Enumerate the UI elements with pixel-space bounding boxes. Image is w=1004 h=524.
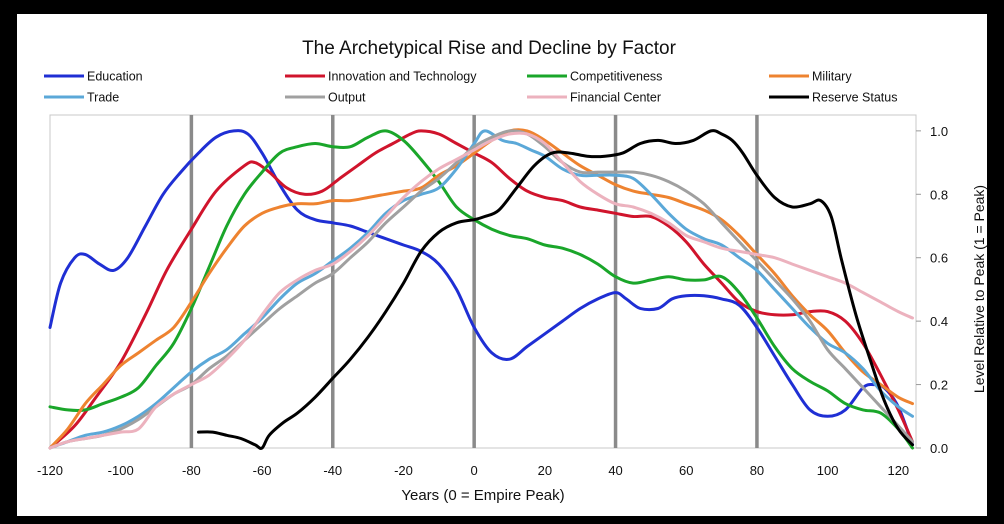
series-line-financial-center	[48, 131, 914, 450]
y-axis: 0.0 0.2 0.4 0.6 0.8 1.0	[916, 124, 948, 456]
chart-title: The Archetypical Rise and Decline by Fac…	[302, 38, 677, 59]
y-tick-label: 0.6	[930, 251, 948, 266]
x-tick-label: -20	[394, 463, 413, 478]
legend-label-output: Output	[328, 91, 366, 105]
x-tick-label: 60	[679, 463, 693, 478]
legend-label-military: Military	[812, 70, 852, 84]
x-tick-label: 80	[750, 463, 764, 478]
legend-label-innovation-and-technology: Innovation and Technology	[328, 70, 477, 84]
x-tick-label: 20	[538, 463, 552, 478]
y-tick-label: 0.2	[930, 378, 948, 393]
chart-frame: The Archetypical Rise and Decline by Fac…	[17, 14, 987, 516]
y-tick-label: 0.8	[930, 187, 948, 202]
chart-svg: The Archetypical Rise and Decline by Fac…	[37, 38, 987, 504]
x-axis: -120 -100 -80 -60 -40 -20 0 20 40 60 80 100 120	[37, 463, 909, 478]
legend-label-reserve-status: Reserve Status	[812, 91, 897, 105]
legend-label-trade: Trade	[87, 91, 119, 105]
x-tick-label: -60	[253, 463, 272, 478]
x-tick-label: 0	[471, 463, 478, 478]
x-tick-label: 40	[608, 463, 622, 478]
x-tick-label: -120	[37, 463, 63, 478]
legend-label-competitiveness: Competitiveness	[570, 70, 662, 84]
series-line-trade	[48, 129, 914, 450]
x-tick-label: -80	[182, 463, 201, 478]
y-tick-label: 0.0	[930, 441, 948, 456]
x-tick-label: 100	[817, 463, 839, 478]
x-tick-label: -100	[108, 463, 134, 478]
y-tick-label: 1.0	[930, 124, 948, 139]
x-tick-label: 120	[887, 463, 909, 478]
series-line-education	[48, 129, 914, 447]
y-tick-label: 0.4	[930, 314, 948, 329]
series-line-competitiveness	[48, 129, 914, 450]
plot-area-border	[49, 114, 917, 449]
legend-label-financial-center: Financial Center	[570, 91, 661, 105]
x-tick-label: -40	[323, 463, 342, 478]
series-line-innovation-and-technology	[48, 129, 914, 450]
series-lines	[48, 128, 914, 450]
series-line-reserve-status	[197, 129, 914, 450]
y-axis-label: Level Relative to Peak (1 = Peak)	[971, 185, 987, 393]
legend-label-education: Education	[87, 70, 143, 84]
vertical-markers	[189, 115, 759, 448]
x-axis-label: Years (0 = Empire Peak)	[401, 487, 564, 504]
legend: Education Innovation and Technology Compet…	[44, 70, 897, 105]
